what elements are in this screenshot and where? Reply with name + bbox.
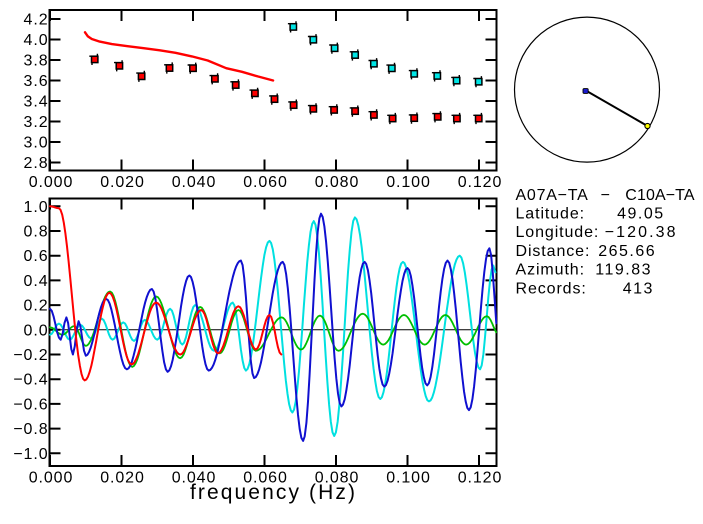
svg-text:3.0: 3.0 <box>24 135 49 152</box>
svg-text:119.83: 119.83 <box>595 262 652 279</box>
svg-text:0.000: 0.000 <box>29 174 74 191</box>
svg-text:−0.6: −0.6 <box>13 396 48 413</box>
svg-text:−1.0: −1.0 <box>13 446 48 463</box>
svg-text:3.2: 3.2 <box>24 114 49 131</box>
svg-text:0.100: 0.100 <box>386 174 431 191</box>
svg-text:0.000: 0.000 <box>29 470 74 487</box>
svg-text:413: 413 <box>623 280 654 297</box>
svg-text:4.2: 4.2 <box>24 12 49 29</box>
svg-text:3.6: 3.6 <box>24 73 49 90</box>
svg-text:0.060: 0.060 <box>243 174 288 191</box>
svg-text:Latitude:: Latitude: <box>516 206 585 223</box>
svg-text:0.080: 0.080 <box>315 174 360 191</box>
svg-text:C10A−TA: C10A−TA <box>625 187 695 204</box>
svg-text:4.0: 4.0 <box>24 32 49 49</box>
svg-text:A07A−TA: A07A−TA <box>516 187 589 204</box>
svg-text:Distance:: Distance: <box>516 243 591 260</box>
svg-text:Records:: Records: <box>516 280 587 297</box>
svg-text:−0.8: −0.8 <box>13 421 48 438</box>
svg-text:0.040: 0.040 <box>172 470 217 487</box>
svg-text:0.4: 0.4 <box>24 273 49 290</box>
svg-text:0.0: 0.0 <box>24 322 49 339</box>
svg-text:2.8: 2.8 <box>24 155 49 172</box>
svg-text:0.6: 0.6 <box>24 248 49 265</box>
svg-text:0.020: 0.020 <box>100 470 145 487</box>
svg-text:0.120: 0.120 <box>458 470 503 487</box>
svg-text:0.8: 0.8 <box>24 224 49 241</box>
svg-text:0.2: 0.2 <box>24 298 49 315</box>
svg-text:frequency (Hz): frequency (Hz) <box>190 481 357 504</box>
svg-text:265.66: 265.66 <box>598 243 656 260</box>
svg-text:3.4: 3.4 <box>24 94 49 111</box>
svg-text:0.060: 0.060 <box>243 470 288 487</box>
svg-text:Longitude:: Longitude: <box>516 224 600 241</box>
svg-text:−120.38: −120.38 <box>605 224 678 241</box>
svg-text:0.100: 0.100 <box>386 470 431 487</box>
svg-text:3.8: 3.8 <box>24 53 49 70</box>
svg-text:0.120: 0.120 <box>458 174 503 191</box>
svg-text:0.020: 0.020 <box>100 174 145 191</box>
svg-text:1.0: 1.0 <box>24 199 49 216</box>
svg-text:−0.4: −0.4 <box>13 372 48 389</box>
svg-text:0.080: 0.080 <box>315 470 360 487</box>
svg-text:−0.2: −0.2 <box>13 347 48 364</box>
svg-text:Azimuth:: Azimuth: <box>516 262 585 279</box>
svg-text:−: − <box>601 187 610 204</box>
svg-text:49.05: 49.05 <box>617 206 665 223</box>
svg-text:0.040: 0.040 <box>172 174 217 191</box>
